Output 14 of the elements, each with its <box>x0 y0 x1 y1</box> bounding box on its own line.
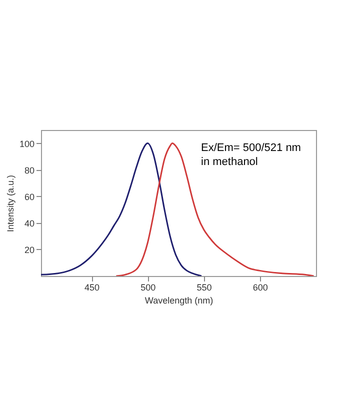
line-series <box>115 142 315 276</box>
x-tick-label: 600 <box>252 282 268 292</box>
x-tick-label: 550 <box>196 282 212 292</box>
line-series <box>41 142 202 276</box>
y-tick-label: 20 <box>24 244 34 255</box>
x-axis-title: Wavelength (nm) <box>144 296 214 306</box>
annotation: Ex/Em= 500/521 nm in methanol <box>201 142 301 168</box>
y-tick-label: 80 <box>24 165 34 176</box>
y-tick-label: 100 <box>19 138 34 149</box>
y-tick-label: 40 <box>24 218 34 228</box>
x-tick-label: 500 <box>140 282 156 292</box>
y-tick-label: 60 <box>24 192 34 202</box>
x-tick-label: 450 <box>84 282 100 292</box>
y-axis-title: Intensity (a.u.) <box>5 174 16 232</box>
